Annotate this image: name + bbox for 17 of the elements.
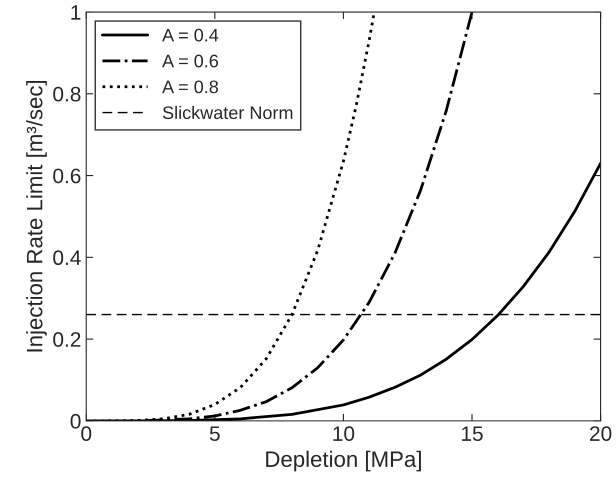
x-axis-title: Depletion [MPa] xyxy=(266,450,421,472)
y-tick-label: 0 xyxy=(70,414,81,429)
y-tick-label: 0.8 xyxy=(53,86,80,102)
legend-label: A = 0.6 xyxy=(162,54,218,68)
y-axis-title: Injection Rate Limit [m³/sec] xyxy=(26,80,47,352)
x-tick-label: 0 xyxy=(81,426,92,442)
y-tick-label: 0.2 xyxy=(53,332,80,347)
legend-label: A = 0.4 xyxy=(162,28,218,42)
y-tick-label: 0.6 xyxy=(53,168,80,184)
y-tick-label: 1 xyxy=(71,5,80,20)
x-tick-label: 10 xyxy=(333,426,354,442)
x-tick-label: 15 xyxy=(462,426,483,442)
x-tick-label: 5 xyxy=(210,426,220,442)
legend-label: A = 0.8 xyxy=(162,80,218,94)
legend-label: Slickwater Norm xyxy=(162,106,292,120)
y-tick-label: 0.4 xyxy=(53,250,81,266)
x-tick-label: 20 xyxy=(590,426,612,442)
